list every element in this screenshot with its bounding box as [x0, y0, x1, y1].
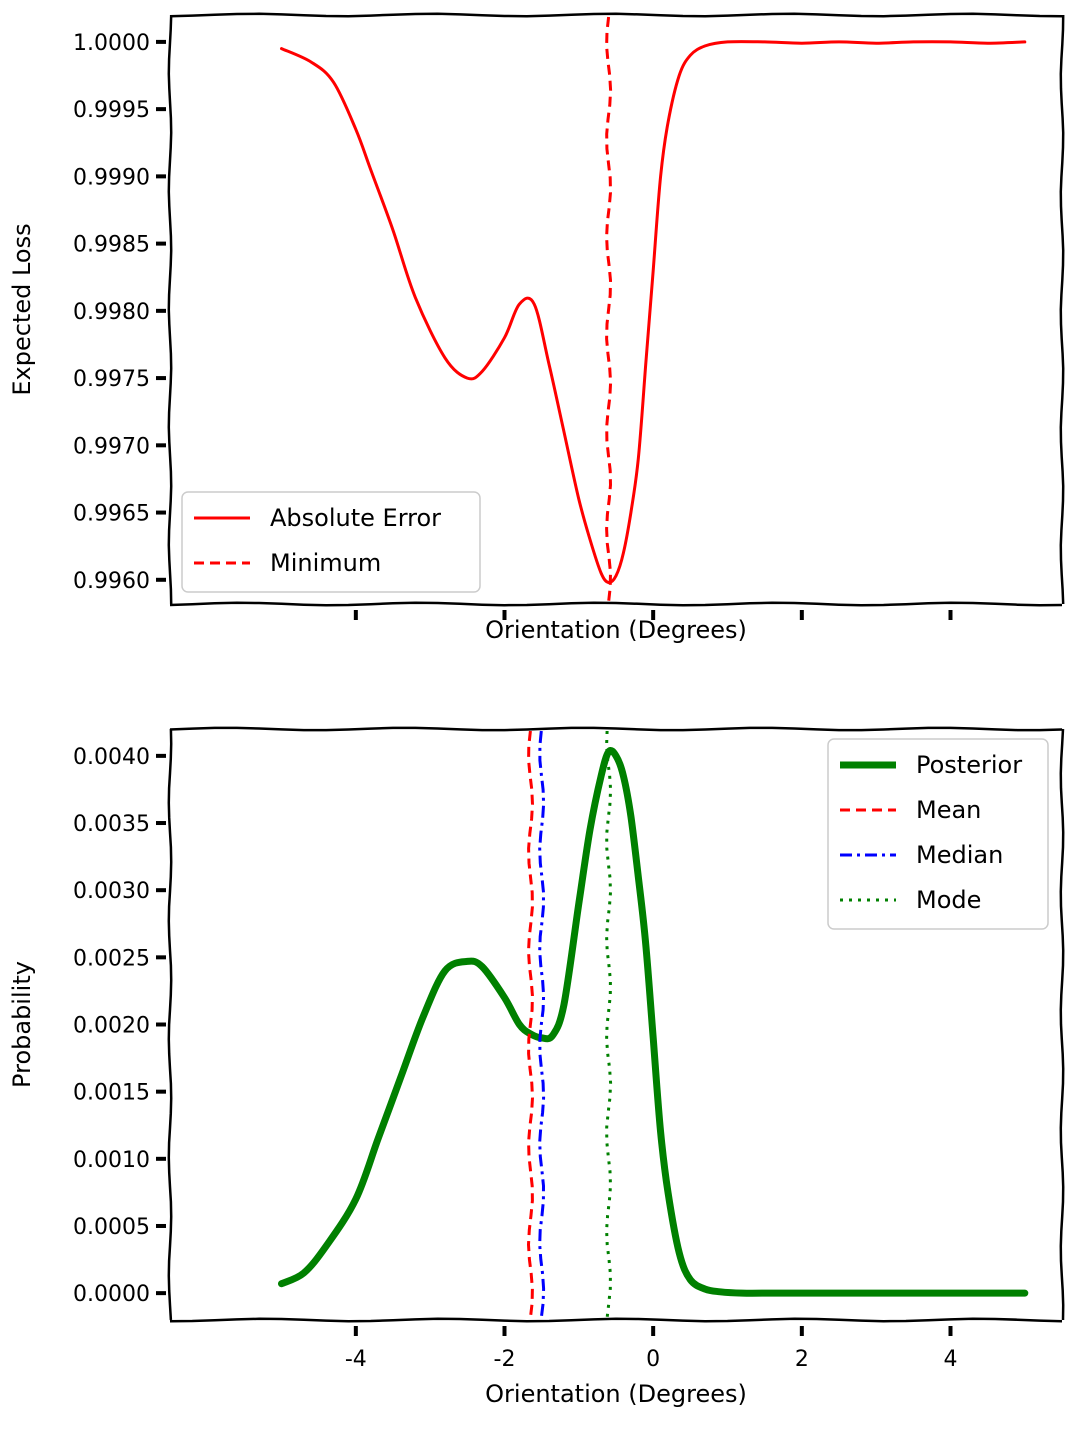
- y-tick-label: 0.0020: [73, 1014, 150, 1039]
- panel-1: 0.9960 0.9965 0.9970 0.9975 0.9980 0.9985 0.99…: [8, 12, 1065, 644]
- y-tick-label: 0.9995: [73, 98, 150, 123]
- series-median-line: [538, 730, 546, 1319]
- legend-label: Mean: [916, 796, 981, 824]
- panel-2: 0.0000 0.0005 0.0010 0.0015 0.0020 0.0025 0.00…: [8, 726, 1065, 1408]
- y-tick-label: 0.0035: [73, 812, 150, 837]
- series-mean-line: [526, 730, 535, 1319]
- x-axis-label: Orientation (Degrees): [485, 1380, 747, 1408]
- legend-box: [181, 491, 481, 593]
- y-tick-label: 0.0030: [73, 879, 150, 904]
- y-tick-label: 0.9985: [73, 233, 150, 258]
- series-mode-line: [605, 730, 613, 1319]
- y-axis-label: Expected Loss: [8, 223, 36, 395]
- y-tick-label: 1.0000: [73, 31, 150, 56]
- x-tick-label: -4: [345, 1347, 367, 1372]
- y-tick-label: 0.9965: [73, 502, 150, 527]
- y-tick-label: 0.0040: [73, 745, 150, 770]
- legend: Absolute Error Minimum: [181, 491, 481, 593]
- plot-frame: [167, 12, 1065, 607]
- y-axis-label: Probability: [8, 961, 36, 1088]
- x-tick-label: 0: [646, 1347, 660, 1372]
- y-tick-label: 0.0015: [73, 1081, 150, 1106]
- y-tick-label: 0.9980: [73, 300, 150, 325]
- x-axis-label: Orientation (Degrees): [485, 616, 747, 644]
- y-tick-label: 0.9990: [73, 165, 150, 190]
- legend: Posterior Mean Median Mode: [827, 738, 1049, 930]
- legend-label: Median: [916, 841, 1003, 869]
- series-minimum-line: [605, 16, 613, 603]
- y-tick-label: 0.0025: [73, 946, 150, 971]
- legend-label: Minimum: [270, 549, 381, 577]
- y-tick-label: 0.9960: [73, 569, 150, 594]
- y-tick-label: 0.9970: [73, 434, 150, 459]
- plot-frame: [167, 726, 1065, 1323]
- legend-label: Posterior: [916, 751, 1022, 779]
- x-tick-label: 4: [944, 1347, 958, 1372]
- y-tick-label: 0.0000: [73, 1282, 150, 1307]
- legend-label: Absolute Error: [270, 504, 441, 532]
- x-tick-label: -2: [494, 1347, 516, 1372]
- legend-label: Mode: [916, 886, 981, 914]
- legend-box: [827, 738, 1049, 930]
- y-tick-label: 0.9975: [73, 367, 150, 392]
- x-tick-label: 2: [795, 1347, 809, 1372]
- y-tick-label: 0.0005: [73, 1215, 150, 1240]
- y-tick-label: 0.0010: [73, 1148, 150, 1173]
- series-absolute-error-curve: [280, 40, 1027, 585]
- series-posterior-curve: [278, 746, 1029, 1297]
